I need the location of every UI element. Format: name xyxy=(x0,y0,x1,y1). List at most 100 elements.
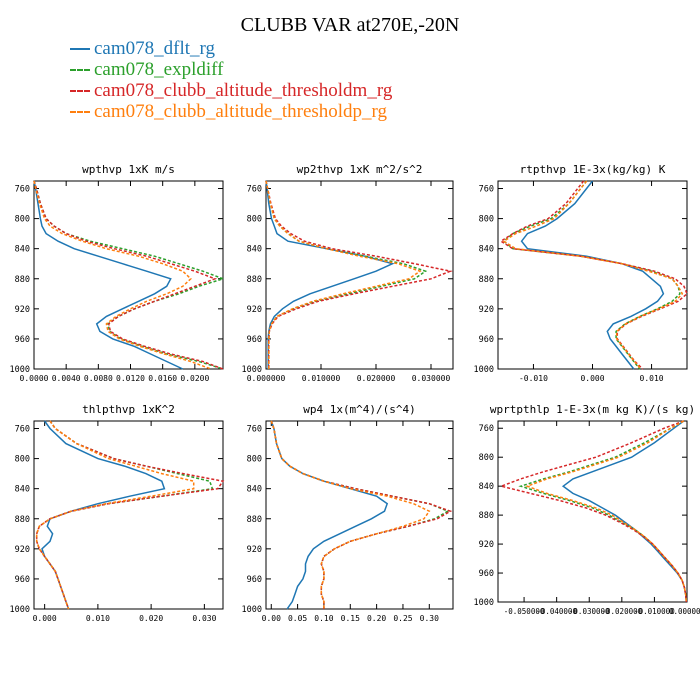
y-tick-label: 1000 xyxy=(474,365,494,375)
y-tick-label: 880 xyxy=(15,275,30,285)
y-tick-label: 920 xyxy=(15,545,30,555)
chart-panel: wprtpthlp 1-E-3x(m kg K)/(s kg) 760 800 840… xyxy=(474,403,700,616)
legend-swatch-expldiff xyxy=(70,68,90,71)
x-tick-label: -0.030000 xyxy=(569,607,610,616)
y-tick-label: 840 xyxy=(247,245,262,255)
y-tick-label: 960 xyxy=(247,335,262,345)
y-tick-label: 880 xyxy=(247,275,262,285)
x-tick-label: 0.020 xyxy=(139,614,163,623)
x-tick-label: 0.000000 xyxy=(247,374,286,383)
x-tick-label: 0.020000 xyxy=(357,374,396,383)
y-tick-label: 760 xyxy=(479,185,494,195)
x-tick-label: 0.0080 xyxy=(84,374,113,383)
x-tick-label: 0.10 xyxy=(314,614,333,623)
series-line xyxy=(502,180,684,370)
x-tick-label: 0.000000 xyxy=(669,607,700,616)
figure-title: CLUBB VAR at270E,-20N xyxy=(240,14,460,36)
x-tick-label: 0.0040 xyxy=(52,374,81,383)
legend-entry: cam078_expldiff xyxy=(70,59,392,80)
x-tick-label: -0.010 xyxy=(519,374,548,383)
y-tick-label: 1000 xyxy=(242,365,262,375)
x-tick-label: 0.030 xyxy=(192,614,216,623)
x-tick-label: 0.010 xyxy=(86,614,110,623)
series-line xyxy=(265,180,453,369)
panel-title: thlpthvp 1xK^2 xyxy=(82,403,175,416)
panel-title: wp4 1x(m^4)/(s^4) xyxy=(303,403,416,416)
y-tick-label: 800 xyxy=(479,215,494,225)
series-line xyxy=(270,420,389,610)
x-tick-label: 0.05 xyxy=(288,614,307,623)
panel-title: wprtpthlp 1-E-3x(m kg K)/(s kg) xyxy=(490,403,695,416)
y-tick-label: 760 xyxy=(247,185,262,195)
y-tick-label: 800 xyxy=(479,453,494,463)
chart-panel: rtpthvp 1E-3x(kg/kg) K 760 800 840 880 920 960… xyxy=(474,163,688,383)
x-tick-label: 0.00 xyxy=(262,614,281,623)
y-tick-label: 800 xyxy=(15,455,30,465)
series-line xyxy=(35,420,214,610)
y-tick-label: 920 xyxy=(15,305,30,315)
y-tick-label: 840 xyxy=(479,482,494,492)
y-tick-label: 800 xyxy=(247,215,262,225)
y-tick-label: 760 xyxy=(247,425,262,435)
series-line xyxy=(270,420,431,609)
y-tick-label: 880 xyxy=(479,275,494,285)
y-tick-label: 960 xyxy=(15,575,30,585)
legend-entry: cam078_clubb_altitude_thresholdm_rg xyxy=(70,80,392,101)
series-line xyxy=(265,180,428,369)
y-tick-label: 840 xyxy=(15,485,30,495)
series-line xyxy=(33,180,224,370)
plot-frame xyxy=(497,180,688,370)
x-tick-label: 0.30 xyxy=(420,614,439,623)
series-line xyxy=(520,180,665,370)
y-tick-label: 920 xyxy=(479,305,494,315)
x-tick-label: 0.0000 xyxy=(20,374,49,383)
y-tick-label: 1000 xyxy=(10,365,30,375)
x-tick-label: 0.000 xyxy=(580,374,604,383)
y-tick-label: 920 xyxy=(247,545,262,555)
y-tick-label: 760 xyxy=(15,185,30,195)
panel-title: wp2thvp 1xK m^2/s^2 xyxy=(297,163,423,176)
plot-frame xyxy=(33,180,224,370)
series-line xyxy=(270,420,453,609)
chart-panel: thlpthvp 1xK^2 760 800 840 880 920 960 10000.00… xyxy=(10,403,225,623)
y-tick-label: 880 xyxy=(247,515,262,525)
legend-entry: cam078_dflt_rg xyxy=(70,38,392,59)
legend-entry: cam078_clubb_altitude_thresholdp_rg xyxy=(70,101,392,122)
legend-label-dflt: cam078_dflt_rg xyxy=(94,37,216,59)
y-tick-label: 800 xyxy=(15,215,30,225)
series-line xyxy=(35,420,225,610)
x-tick-label: 0.000 xyxy=(33,614,57,623)
plot-frame xyxy=(497,420,688,603)
chart-panel: wp4 1x(m^4)/(s^4)76080084088092096010000… xyxy=(242,403,454,623)
y-tick-label: 920 xyxy=(479,540,494,550)
y-tick-label: 1000 xyxy=(10,605,30,615)
x-tick-label: 0.010000 xyxy=(302,374,341,383)
panel-title: wpthvp 1xK m/s xyxy=(82,163,175,176)
series-line xyxy=(265,180,395,369)
chart-panel: wpthvp 1xK m/s76080084088092096010000.00… xyxy=(10,163,226,383)
series-line xyxy=(561,420,688,603)
y-tick-label: 960 xyxy=(15,335,30,345)
plot-frame xyxy=(33,420,224,610)
y-tick-label: 840 xyxy=(15,245,30,255)
legend-swatch-dflt xyxy=(70,47,90,50)
x-tick-label: -0.050000 xyxy=(504,607,545,616)
y-tick-label: 960 xyxy=(479,569,494,579)
y-tick-label: 960 xyxy=(247,575,262,585)
y-tick-label: 880 xyxy=(479,511,494,521)
y-tick-label: 760 xyxy=(479,424,494,434)
series-line xyxy=(270,420,450,609)
x-tick-label: 0.15 xyxy=(341,614,360,623)
legend-swatch-thresholdp xyxy=(70,110,90,113)
legend-swatch-thresholdm xyxy=(70,89,90,92)
y-tick-label: 960 xyxy=(479,335,494,345)
y-tick-label: 760 xyxy=(15,425,30,435)
x-tick-label: 0.0200 xyxy=(180,374,209,383)
series-line xyxy=(33,180,184,370)
legend: cam078_dflt_rg cam078_expldiff cam078_cl… xyxy=(70,38,392,122)
series-line xyxy=(33,180,226,370)
y-tick-label: 920 xyxy=(247,305,262,315)
y-tick-label: 1000 xyxy=(242,605,262,615)
x-tick-label: -0.040000 xyxy=(536,607,577,616)
